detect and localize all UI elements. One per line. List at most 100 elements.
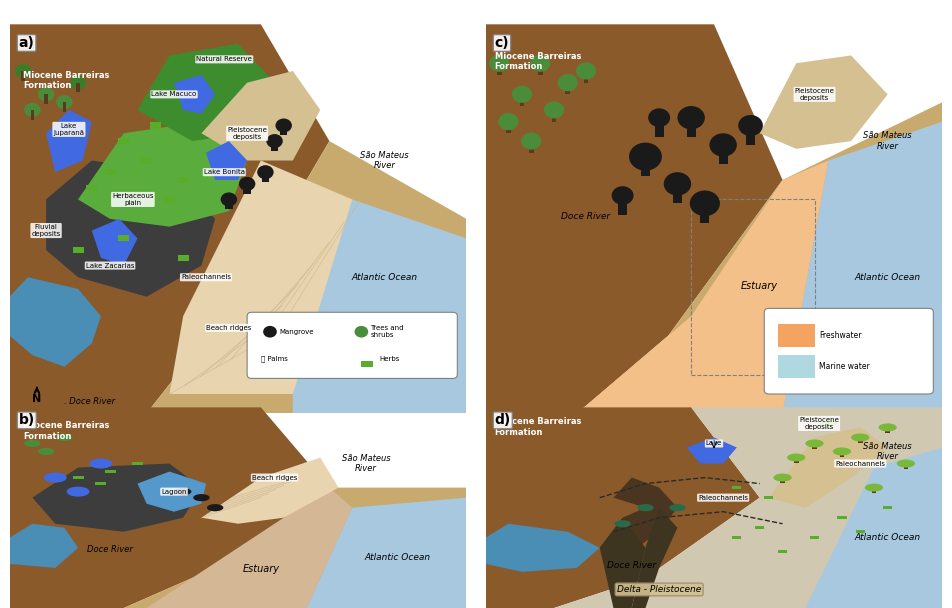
Bar bbox=[732, 486, 742, 489]
Bar bbox=[781, 478, 784, 483]
Circle shape bbox=[648, 108, 670, 127]
Polygon shape bbox=[91, 219, 137, 266]
Text: Doce River: Doce River bbox=[562, 212, 610, 221]
Bar bbox=[794, 458, 799, 463]
Circle shape bbox=[629, 143, 662, 171]
Bar bbox=[858, 438, 863, 443]
Circle shape bbox=[787, 454, 805, 461]
Polygon shape bbox=[686, 438, 737, 463]
Bar bbox=[538, 63, 543, 75]
Circle shape bbox=[67, 486, 89, 497]
Circle shape bbox=[38, 88, 54, 102]
Bar bbox=[584, 71, 588, 83]
Polygon shape bbox=[293, 199, 466, 413]
Polygon shape bbox=[137, 472, 206, 512]
Polygon shape bbox=[577, 161, 828, 413]
Circle shape bbox=[175, 488, 191, 496]
Circle shape bbox=[773, 474, 792, 482]
Bar bbox=[755, 527, 764, 529]
Bar bbox=[732, 536, 742, 539]
Text: Lake Bonita: Lake Bonita bbox=[204, 169, 245, 175]
Circle shape bbox=[690, 190, 720, 216]
Text: São Mateus
River: São Mateus River bbox=[360, 151, 408, 170]
Bar bbox=[497, 63, 502, 75]
Circle shape bbox=[678, 106, 704, 130]
Text: Natural Reserve: Natural Reserve bbox=[196, 57, 252, 63]
Polygon shape bbox=[10, 407, 329, 608]
Circle shape bbox=[530, 55, 550, 72]
Text: Paleochannels: Paleochannels bbox=[181, 274, 231, 280]
Polygon shape bbox=[169, 161, 352, 394]
Bar bbox=[244, 188, 250, 193]
Polygon shape bbox=[600, 478, 678, 558]
Circle shape bbox=[544, 102, 565, 119]
Bar bbox=[271, 145, 278, 151]
Circle shape bbox=[879, 423, 897, 432]
Polygon shape bbox=[78, 122, 248, 227]
Text: Beach ridges: Beach ridges bbox=[207, 325, 251, 331]
Polygon shape bbox=[206, 141, 248, 180]
Bar bbox=[87, 185, 97, 191]
Bar bbox=[552, 110, 556, 122]
Bar bbox=[30, 110, 34, 120]
Text: Atlantic Ocean: Atlantic Ocean bbox=[351, 273, 417, 282]
Bar bbox=[529, 141, 533, 153]
Text: Lake Zacarias: Lake Zacarias bbox=[86, 263, 134, 269]
Text: a): a) bbox=[19, 36, 34, 50]
Text: Estuary: Estuary bbox=[243, 564, 279, 574]
Circle shape bbox=[15, 64, 31, 78]
Bar bbox=[903, 463, 908, 469]
Bar bbox=[856, 530, 864, 533]
Bar bbox=[520, 94, 525, 106]
Bar bbox=[506, 122, 510, 133]
Polygon shape bbox=[147, 141, 466, 413]
Bar bbox=[262, 176, 269, 182]
Bar bbox=[141, 157, 152, 164]
Bar bbox=[178, 177, 188, 183]
Text: c): c) bbox=[495, 36, 509, 50]
Polygon shape bbox=[10, 24, 329, 413]
Text: Freshwater: Freshwater bbox=[819, 331, 862, 340]
Text: Doce River: Doce River bbox=[607, 561, 656, 570]
Bar bbox=[778, 324, 815, 347]
Polygon shape bbox=[32, 463, 202, 532]
Bar bbox=[118, 138, 129, 144]
Circle shape bbox=[709, 133, 737, 157]
Circle shape bbox=[664, 172, 691, 196]
Circle shape bbox=[489, 55, 509, 72]
Text: São Mateus
River: São Mateus River bbox=[342, 454, 390, 473]
Polygon shape bbox=[46, 110, 91, 172]
Text: . Doce River: . Doce River bbox=[65, 396, 115, 406]
Circle shape bbox=[207, 504, 224, 511]
Text: Paleochannels: Paleochannels bbox=[698, 495, 748, 500]
Polygon shape bbox=[486, 523, 600, 572]
Polygon shape bbox=[760, 55, 887, 149]
Text: Paleochannels: Paleochannels bbox=[835, 460, 885, 466]
Bar bbox=[764, 496, 773, 499]
Circle shape bbox=[24, 440, 41, 447]
Text: Lake Macuco: Lake Macuco bbox=[151, 91, 197, 97]
FancyBboxPatch shape bbox=[764, 308, 933, 394]
Bar bbox=[655, 123, 664, 137]
Polygon shape bbox=[554, 407, 942, 608]
Polygon shape bbox=[147, 488, 352, 608]
Circle shape bbox=[512, 86, 532, 103]
Circle shape bbox=[576, 63, 596, 80]
Polygon shape bbox=[632, 508, 678, 608]
Circle shape bbox=[263, 326, 277, 337]
Polygon shape bbox=[202, 457, 339, 523]
Circle shape bbox=[819, 420, 838, 427]
Text: Present: Present bbox=[217, 425, 259, 435]
Bar bbox=[76, 83, 80, 92]
Bar bbox=[719, 151, 727, 164]
Text: Atlantic Ocean: Atlantic Ocean bbox=[855, 273, 921, 282]
Circle shape bbox=[851, 434, 869, 441]
Polygon shape bbox=[46, 161, 215, 297]
Bar bbox=[21, 71, 25, 81]
Text: Pleistocene
deposits: Pleistocene deposits bbox=[799, 417, 839, 430]
Bar bbox=[118, 235, 129, 241]
Circle shape bbox=[614, 520, 631, 527]
Text: Doce River: Doce River bbox=[88, 545, 133, 554]
Polygon shape bbox=[600, 517, 645, 608]
Text: Miocene Barreiras
Formation: Miocene Barreiras Formation bbox=[495, 52, 581, 71]
